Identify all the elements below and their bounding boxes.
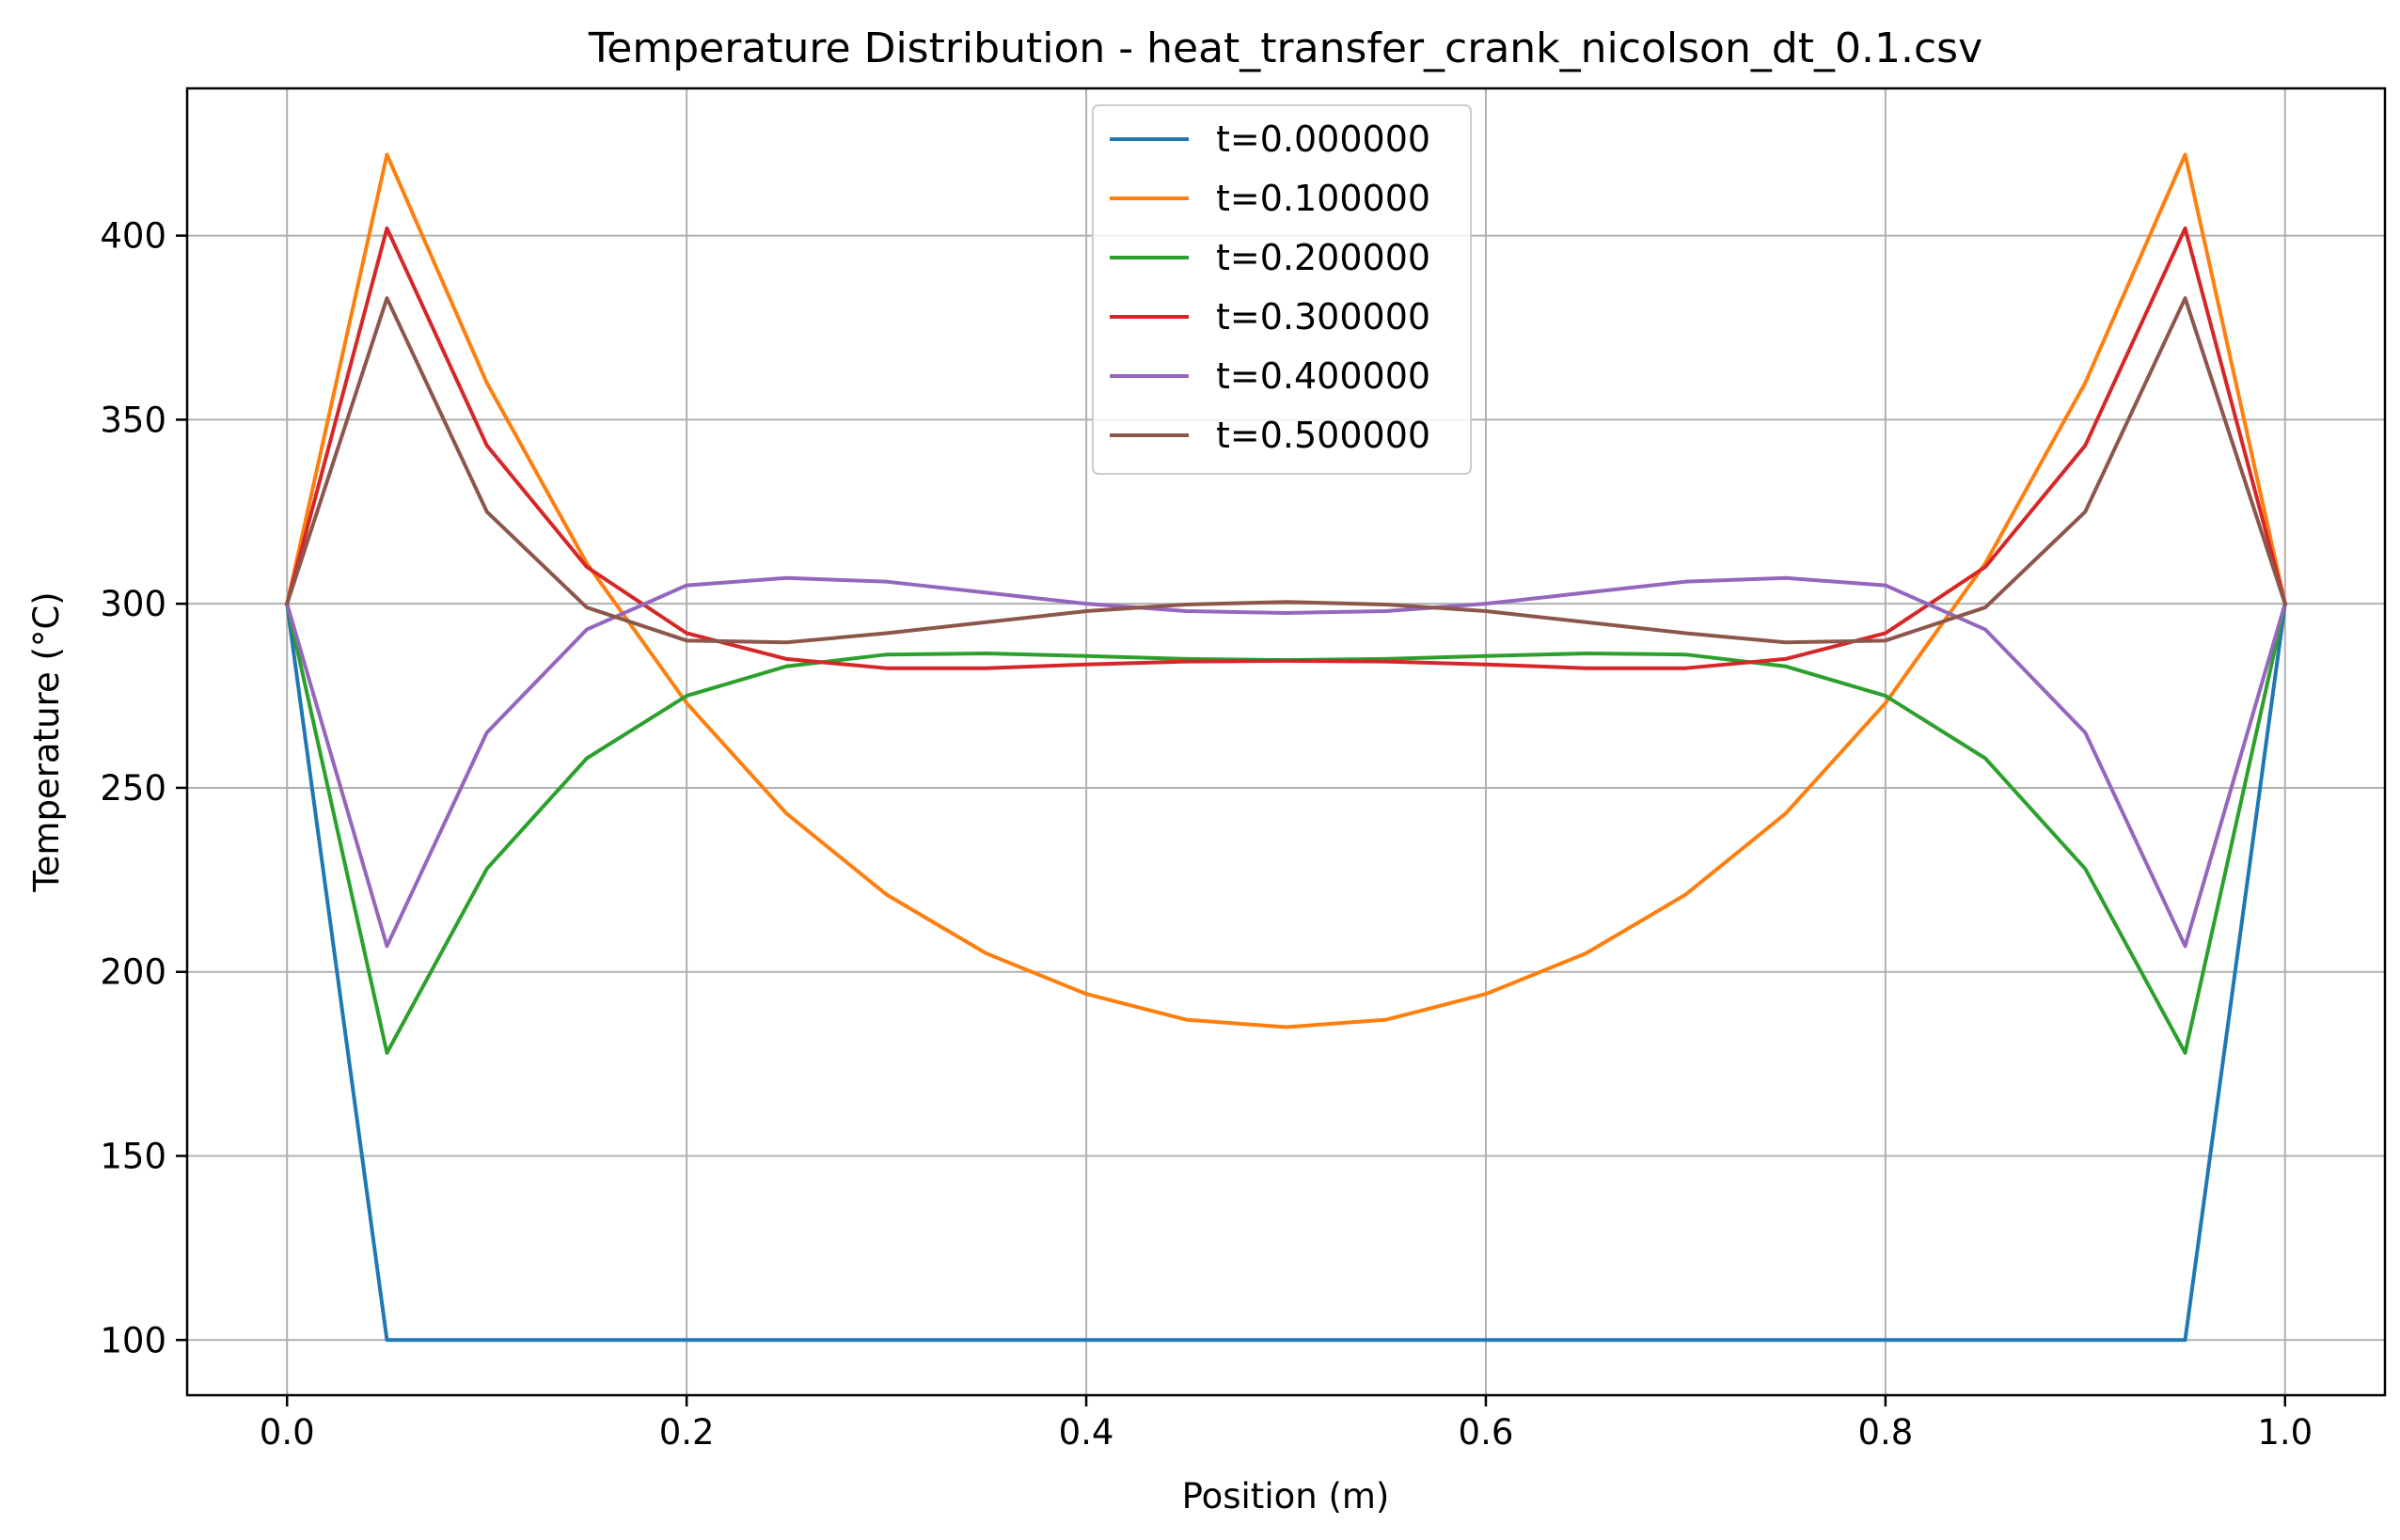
legend-label: t=0.100000 (1216, 178, 1430, 219)
x-tick-label: 0.4 (1059, 1412, 1114, 1453)
legend-label: t=0.400000 (1216, 355, 1430, 397)
y-axis-label: Temperature (°C) (26, 591, 67, 892)
series-line-0 (284, 601, 2288, 1343)
series-line-3 (284, 226, 2288, 670)
x-tick-label: 0.6 (1459, 1412, 1514, 1453)
legend: t=0.000000 t=0.100000 t=0.200000 t=0.300000… (1092, 104, 1472, 475)
y-tick-label: 100 (100, 1320, 166, 1360)
y-tick-label: 400 (100, 216, 166, 257)
legend-label: t=0.000000 (1216, 118, 1430, 160)
legend-label: t=0.200000 (1216, 237, 1430, 278)
y-tick-label: 250 (100, 768, 166, 809)
x-tick-label: 0.0 (260, 1412, 315, 1453)
y-tick-label: 300 (100, 584, 166, 624)
x-tick-label: 0.8 (1857, 1412, 1913, 1453)
series-line-1 (284, 152, 2288, 1029)
y-tick-label: 350 (100, 400, 166, 440)
legend-label: t=0.300000 (1216, 296, 1430, 338)
legend-label: t=0.500000 (1216, 415, 1430, 456)
series-line-4 (284, 575, 2288, 949)
x-tick-label: 0.2 (659, 1412, 715, 1453)
series-line-5 (284, 296, 2288, 645)
y-tick-label: 150 (100, 1136, 166, 1176)
plot-area-series (284, 152, 2288, 1343)
y-tick-label: 200 (100, 952, 166, 993)
plot-frame (185, 86, 2387, 1397)
x-tick-label: 1.0 (2257, 1412, 2313, 1453)
chart-title: Temperature Distribution - heat_transfer… (588, 24, 1982, 72)
x-axis-label: Position (m) (1182, 1476, 1390, 1516)
axis-ticks: 0.0 0.2 0.4 0.6 0.8 1.0 100 150 200 250 300 350 400 (100, 216, 2313, 1453)
